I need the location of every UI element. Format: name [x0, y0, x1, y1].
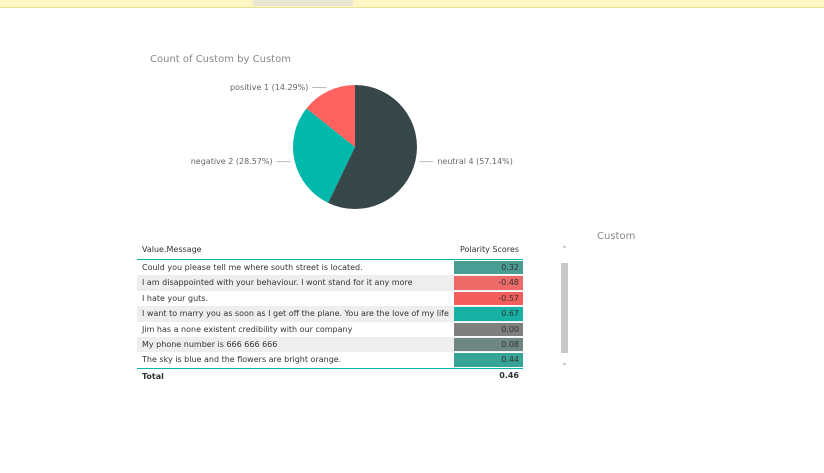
scroll-thumb[interactable]: [561, 263, 568, 353]
message-cell: I hate your guts.: [142, 293, 209, 303]
table-row[interactable]: I hate your guts. -0.57: [137, 291, 523, 306]
table-row[interactable]: Could you please tell me where south str…: [137, 260, 523, 275]
pie-slice[interactable]: [293, 108, 355, 203]
scroll-up[interactable]: ⌃: [561, 245, 568, 253]
message-cell: The sky is blue and the flowers are brig…: [142, 355, 342, 365]
total-value: 0.46: [499, 370, 519, 380]
data-label: positive 1 (14.29%): [230, 83, 308, 92]
slicer-title: Custom: [597, 231, 636, 242]
data-label: neutral 4 (57.14%): [437, 157, 513, 166]
score-cell: 0.44: [454, 353, 523, 367]
pie-chart: Count of Custom by Custom neutral 4 (57.…: [150, 54, 513, 209]
table-body: Could you please tell me where south str…: [137, 260, 523, 368]
table-row[interactable]: I want to marry you as soon as I get off…: [137, 306, 523, 322]
table-row[interactable]: The sky is blue and the flowers are brig…: [137, 352, 523, 367]
message-cell: I am disappointed with your behaviour. I…: [142, 278, 413, 288]
tab[interactable]: [253, 0, 353, 6]
score-cell: 0.67: [454, 307, 523, 321]
scrollbar[interactable]: ⌃ ⌄: [560, 243, 569, 373]
score-cell: 0.00: [454, 322, 523, 336]
scroll-down[interactable]: ⌄: [561, 359, 568, 367]
message-cell: Jim has a none existent credibility with…: [142, 324, 353, 334]
pie-slice[interactable]: [328, 85, 417, 209]
top-bar: [0, 0, 824, 8]
header-cell[interactable]: Polarity Scores: [459, 245, 519, 254]
score-cell: -0.57: [454, 291, 523, 306]
score-cell: 0.08: [454, 337, 523, 352]
table-row[interactable]: I am disappointed with your behaviour. I…: [137, 275, 523, 291]
message-cell: My phone number is 666 666 666: [142, 339, 278, 349]
total-label: Total: [142, 371, 164, 381]
table-row[interactable]: My phone number is 666 666 666 0.08: [137, 336, 523, 353]
score-cell: 0.32: [454, 261, 523, 275]
chart-title: Count of Custom by Custom: [150, 54, 291, 65]
table-header: Value.Message Polarity Scores: [137, 241, 523, 260]
header-cell[interactable]: Value.Message: [142, 245, 202, 254]
score-cell: -0.48: [454, 276, 523, 290]
message-cell: Could you please tell me where south str…: [142, 263, 363, 272]
table-row[interactable]: Jim has a none existent credibility with…: [137, 322, 523, 337]
data-label: negative 2 (28.57%): [191, 157, 273, 166]
message-cell: I want to marry you as soon as I get off…: [142, 309, 449, 319]
table: Value.Message Polarity Scores Could you …: [137, 241, 523, 384]
pie-slice[interactable]: [306, 85, 355, 147]
total-row: Total 0.46: [137, 367, 523, 384]
